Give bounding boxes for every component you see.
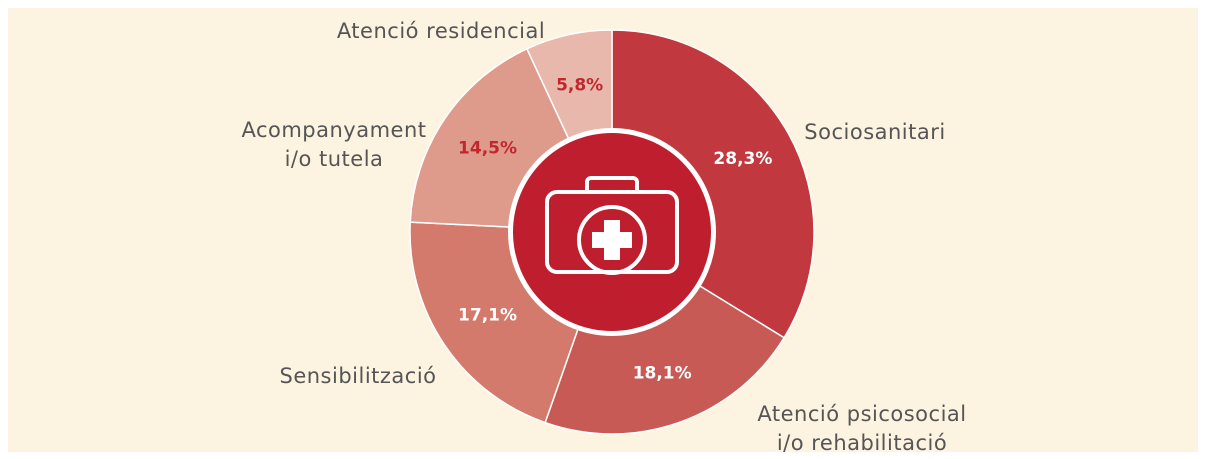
value-label: 17,1%	[458, 306, 517, 326]
category-label: i/o rehabilitació	[777, 431, 947, 455]
category-label: Atenció residencial	[337, 19, 545, 43]
value-label: 28,3%	[713, 149, 772, 169]
category-label: i/o tutela	[285, 147, 384, 171]
category-label: Atenció psicosocial	[757, 402, 966, 426]
category-label: Sociosanitari	[804, 120, 945, 144]
value-label: 14,5%	[458, 138, 517, 158]
value-label: 5,8%	[556, 76, 603, 96]
category-label: Sensibilització	[279, 364, 436, 388]
medical-kit-icon	[545, 176, 679, 275]
category-label: Acompanyament	[241, 118, 426, 142]
value-label: 18,1%	[633, 363, 692, 383]
